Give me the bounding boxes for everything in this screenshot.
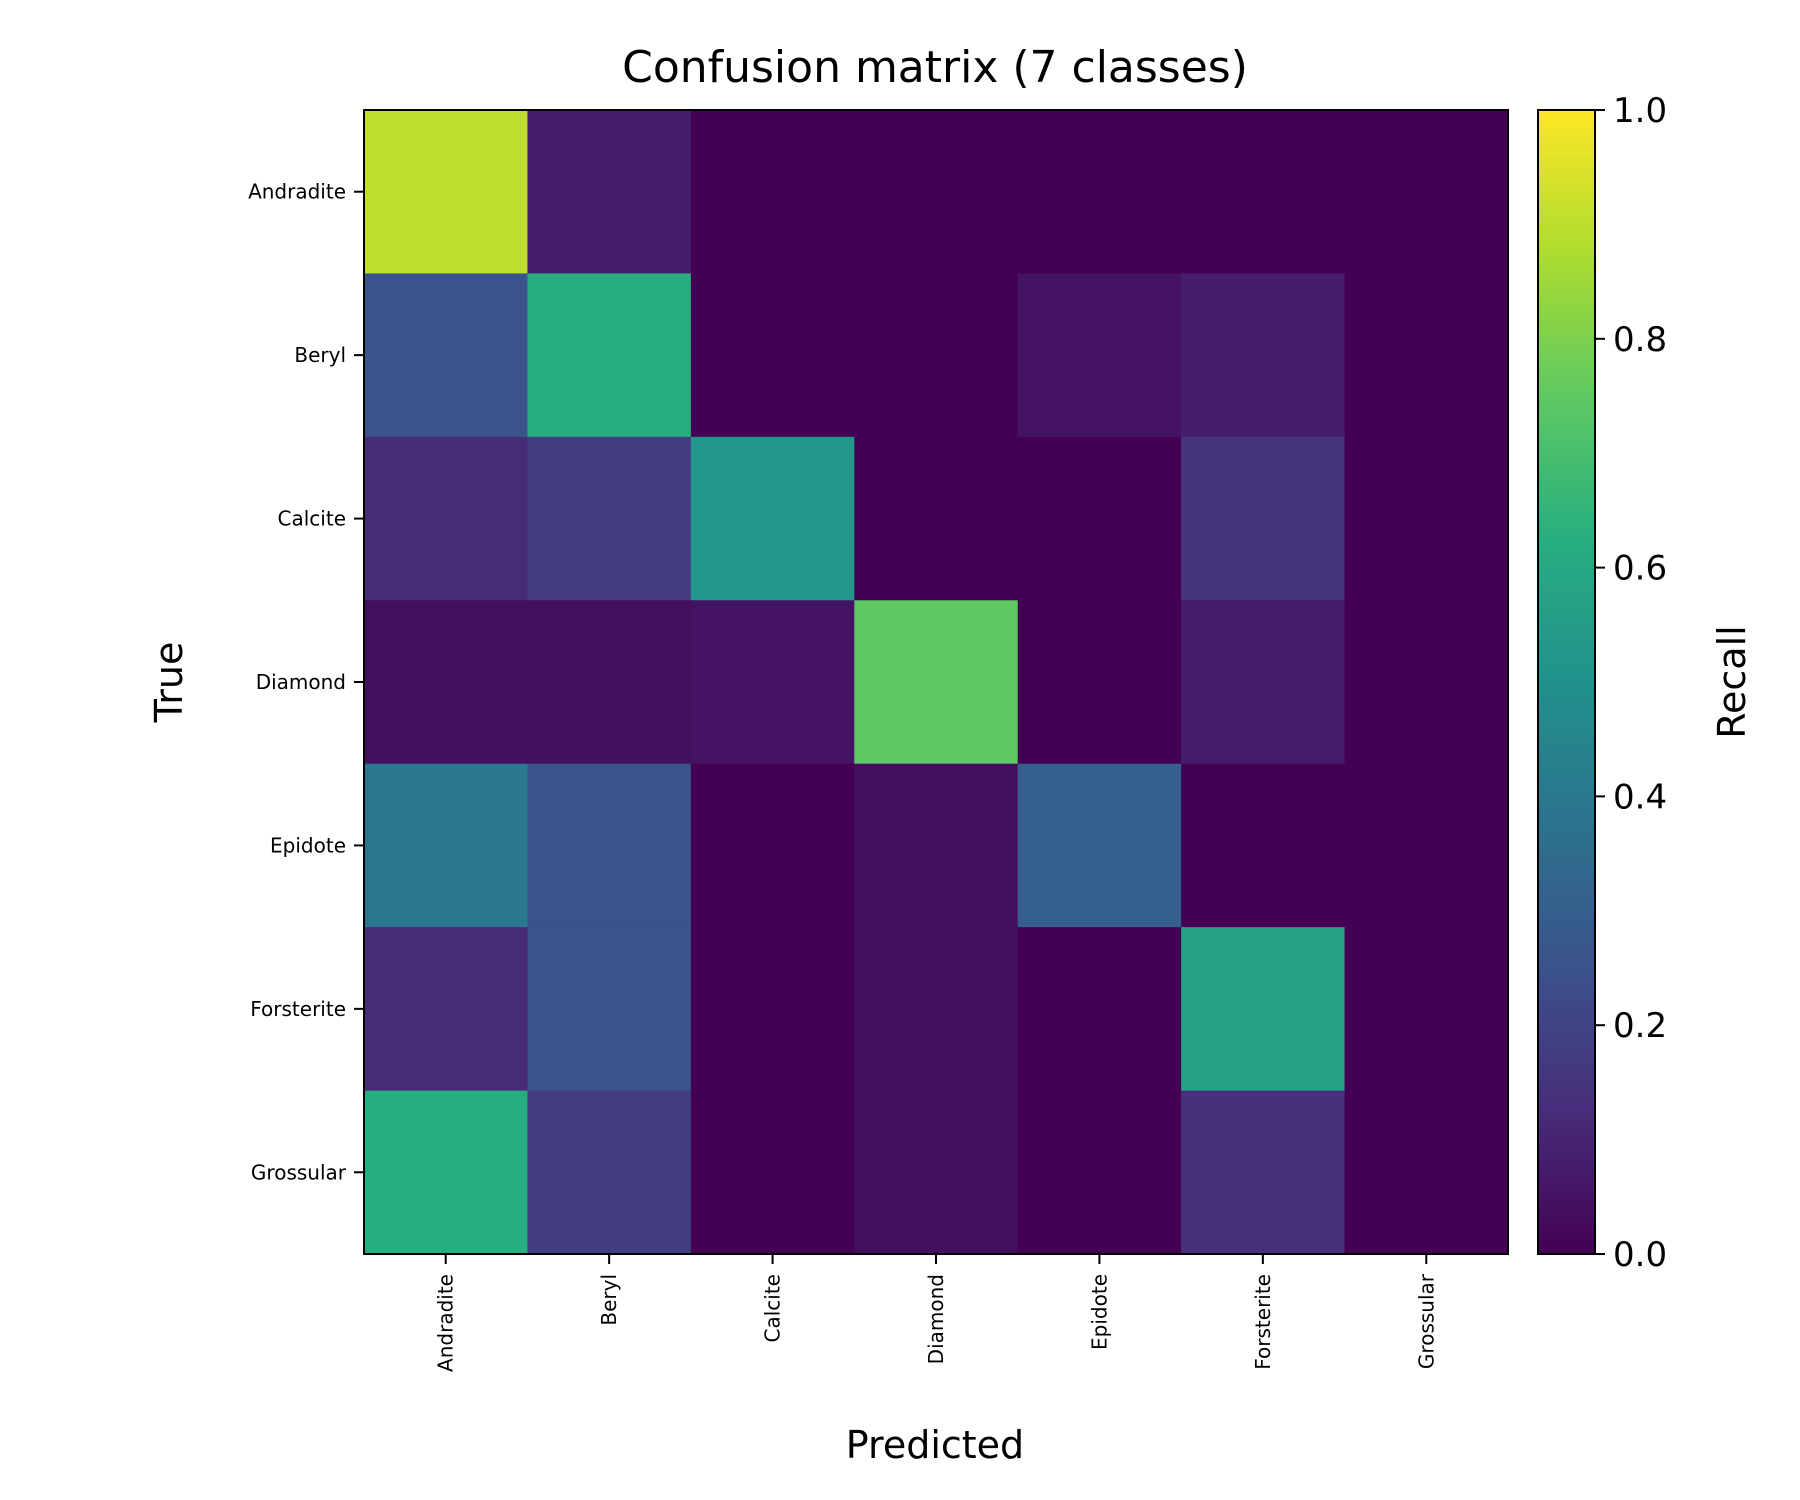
heatmap-cell — [1344, 1090, 1509, 1255]
heatmap-cell — [1344, 600, 1509, 765]
chart-title: Confusion matrix (7 classes) — [622, 42, 1248, 93]
heatmap-cell — [690, 273, 855, 438]
y-tick-label: Calcite — [278, 507, 346, 531]
heatmap-cell — [1017, 273, 1182, 438]
heatmap-cell — [854, 600, 1019, 765]
y-tick-label: Beryl — [294, 343, 346, 367]
heatmap-cell — [854, 927, 1019, 1092]
heatmap-cell — [1017, 927, 1182, 1092]
heatmap-cell — [1181, 927, 1346, 1092]
heatmap-cell — [690, 1090, 855, 1255]
colorbar-tick-label: 0.4 — [1613, 777, 1667, 817]
colorbar — [1537, 109, 1596, 1255]
x-tick-label: Forsterite — [1251, 1274, 1275, 1370]
heatmap-cells — [364, 110, 1509, 1255]
colorbar-tick-label: 0.2 — [1613, 1006, 1667, 1046]
y-axis-label: True — [147, 642, 191, 724]
x-tick-label: Grossular — [1414, 1273, 1438, 1369]
heatmap-cell — [1181, 600, 1346, 765]
y-ticks: Andradite Beryl Calcite Diamond Epidote Forst… — [248, 180, 364, 1184]
x-tick-label: Diamond — [924, 1274, 948, 1364]
heatmap-cell — [527, 1090, 692, 1255]
heatmap-cell — [527, 600, 692, 765]
heatmap-cell — [690, 436, 855, 601]
heatmap-cell — [1017, 600, 1182, 765]
heatmap-cell — [364, 110, 529, 275]
heatmap-cell — [1344, 436, 1509, 601]
heatmap-cell — [1181, 1090, 1346, 1255]
heatmap-cell — [854, 436, 1019, 601]
heatmap-cell — [1017, 436, 1182, 601]
heatmap-cell — [527, 110, 692, 275]
heatmap-cell — [1181, 110, 1346, 275]
heatmap-cell — [854, 273, 1019, 438]
heatmap-cell — [1017, 110, 1182, 275]
x-tick-label: Andradite — [434, 1274, 458, 1372]
heatmap-cell — [364, 927, 529, 1092]
y-tick-label: Epidote — [270, 833, 346, 857]
x-tick-label: Calcite — [761, 1274, 785, 1342]
heatmap-cell — [1181, 763, 1346, 928]
colorbar-tick-label: 1.0 — [1613, 91, 1667, 131]
colorbar-ticks: 0.0 0.2 0.4 0.6 0.8 1.0 — [1595, 91, 1667, 1275]
colorbar-label: Recall — [1710, 625, 1754, 738]
heatmap-cell — [854, 110, 1019, 275]
heatmap-cell — [364, 1090, 529, 1255]
heatmap-cell — [690, 600, 855, 765]
heatmap-cell — [1344, 927, 1509, 1092]
heatmap-cell — [364, 763, 529, 928]
heatmap-cell — [527, 763, 692, 928]
heatmap-cell — [690, 763, 855, 928]
heatmap-cell — [690, 927, 855, 1092]
heatmap-cell — [1344, 763, 1509, 928]
y-tick-label: Grossular — [251, 1160, 347, 1184]
heatmap-cell — [1344, 110, 1509, 275]
heatmap-cell — [1181, 436, 1346, 601]
heatmap-cell — [527, 927, 692, 1092]
heatmap-cell — [364, 273, 529, 438]
x-tick-label: Epidote — [1087, 1274, 1111, 1350]
y-tick-label: Diamond — [256, 670, 346, 694]
heatmap-cell — [854, 763, 1019, 928]
colorbar-tick-label: 0.8 — [1613, 320, 1667, 360]
y-tick-label: Andradite — [248, 180, 346, 204]
colorbar-tick-label: 0.6 — [1613, 549, 1667, 589]
y-tick-label: Forsterite — [250, 997, 346, 1021]
heatmap-cell — [690, 110, 855, 275]
x-tick-label: Beryl — [597, 1274, 621, 1326]
heatmap-cell — [364, 600, 529, 765]
heatmap-cell — [1344, 273, 1509, 438]
heatmap-cell — [1017, 1090, 1182, 1255]
heatmap-cell — [527, 273, 692, 438]
heatmap-cell — [527, 436, 692, 601]
heatmap-cell — [854, 1090, 1019, 1255]
heatmap-cell — [1017, 763, 1182, 928]
x-ticks: Andradite Beryl Calcite Diamond Epidote Forst… — [434, 1254, 1438, 1372]
colorbar-tick-label: 0.0 — [1613, 1235, 1667, 1275]
heatmap-cell — [364, 436, 529, 601]
heatmap-cell — [1181, 273, 1346, 438]
x-axis-label: Predicted — [846, 1423, 1024, 1467]
